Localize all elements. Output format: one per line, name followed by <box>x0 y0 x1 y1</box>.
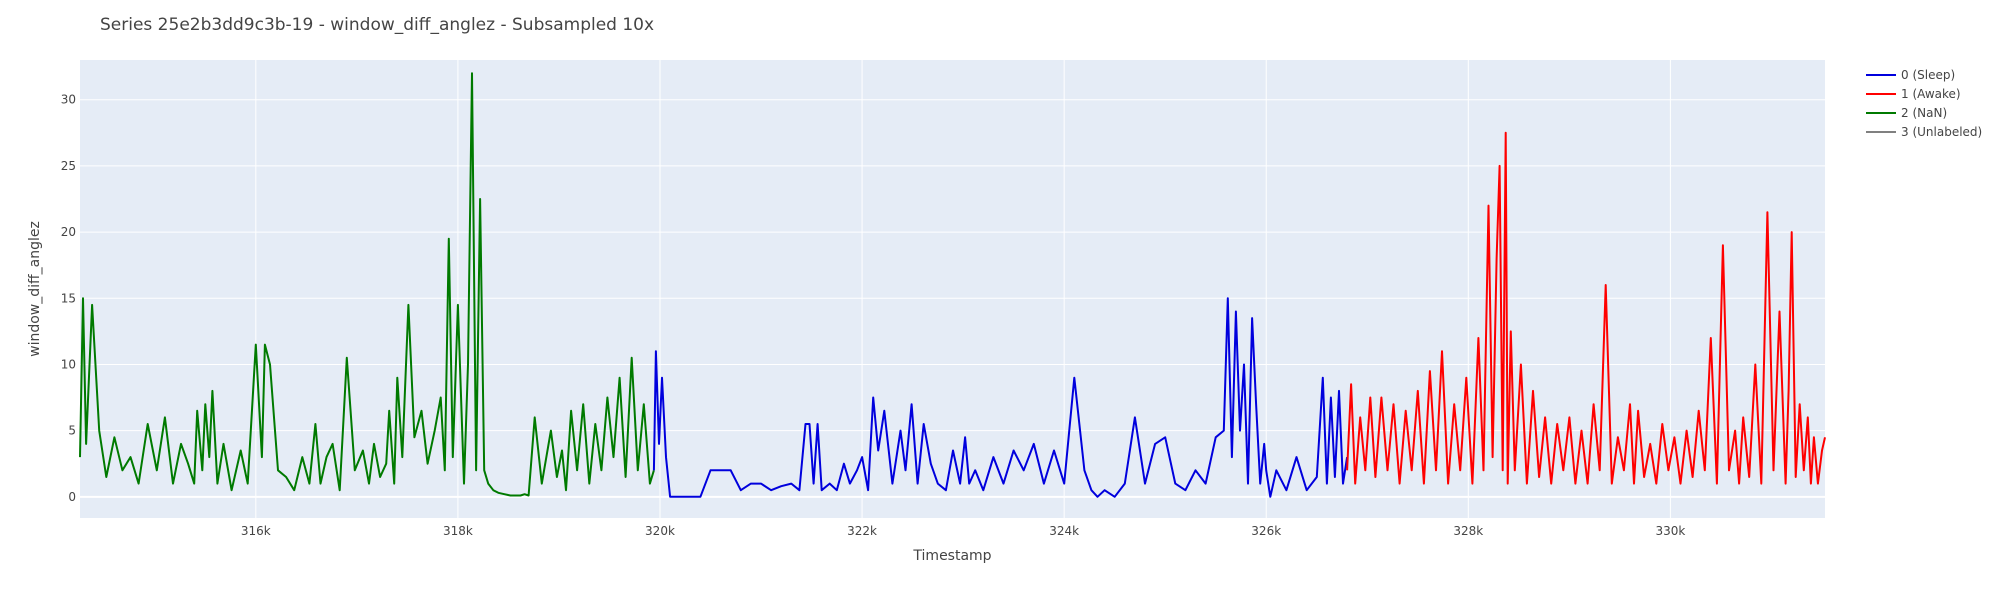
legend-item-label: 2 (NaN) <box>1901 106 1947 120</box>
x-tick-label: 318k <box>443 524 473 538</box>
y-tick-label: 20 <box>61 225 76 239</box>
y-axis-ticks: 0 5 10 15 20 25 30 <box>61 93 76 504</box>
series-line-2 <box>1346 131 1826 485</box>
legend-item-label: 0 (Sleep) <box>1901 68 1955 82</box>
y-axis-title: window_diff_anglez <box>27 221 43 357</box>
legend-item-label: 3 (Unlabeled) <box>1901 125 1982 139</box>
y-tick-label: 15 <box>61 291 76 305</box>
plot-area <box>80 60 1825 518</box>
x-tick-label: 326k <box>1251 524 1281 538</box>
y-tick-label: 30 <box>61 93 76 107</box>
series-lines <box>79 72 1826 498</box>
x-axis-title: Timestamp <box>912 548 991 564</box>
x-tick-label: 324k <box>1049 524 1079 538</box>
y-tick-label: 25 <box>61 159 76 173</box>
chart-title: Series 25e2b3dd9c3b-19 - window_diff_ang… <box>100 15 654 35</box>
series-line-1 <box>652 297 1349 498</box>
legend-item-label: 1 (Awake) <box>1901 87 1961 101</box>
x-tick-label: 330k <box>1655 524 1685 538</box>
x-tick-label: 322k <box>847 524 877 538</box>
grid-lines <box>80 60 1825 518</box>
x-axis-ticks: 316k 318k 320k 322k 324k 326k 328k 330k <box>241 524 1685 538</box>
series-line-0 <box>79 72 655 497</box>
y-tick-label: 5 <box>68 424 76 438</box>
y-tick-label: 10 <box>61 357 76 371</box>
x-tick-label: 328k <box>1453 524 1483 538</box>
legend: 0 (Sleep) 1 (Awake) 2 (NaN) 3 (Unlabeled) <box>1866 68 1982 139</box>
x-tick-label: 316k <box>241 524 271 538</box>
y-tick-label: 0 <box>68 490 76 504</box>
x-tick-label: 320k <box>645 524 675 538</box>
